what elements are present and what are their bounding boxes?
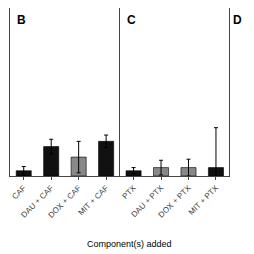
svg-text:DOX + PTX: DOX + PTX (157, 183, 194, 220)
svg-text:C: C (127, 13, 136, 27)
svg-text:D: D (233, 13, 242, 27)
svg-text:PTX: PTX (120, 183, 138, 201)
svg-text:MIT + PTX: MIT + PTX (187, 183, 221, 217)
svg-text:DOX + CAF: DOX + CAF (47, 183, 83, 219)
svg-text:CAF: CAF (10, 183, 28, 201)
svg-text:DAU + CAF: DAU + CAF (19, 183, 55, 219)
svg-text:DAU + PTX: DAU + PTX (130, 183, 166, 219)
svg-text:Component(s) added: Component(s) added (87, 239, 172, 249)
svg-text:B: B (17, 13, 26, 27)
svg-text:MIT + CAF: MIT + CAF (77, 183, 111, 217)
